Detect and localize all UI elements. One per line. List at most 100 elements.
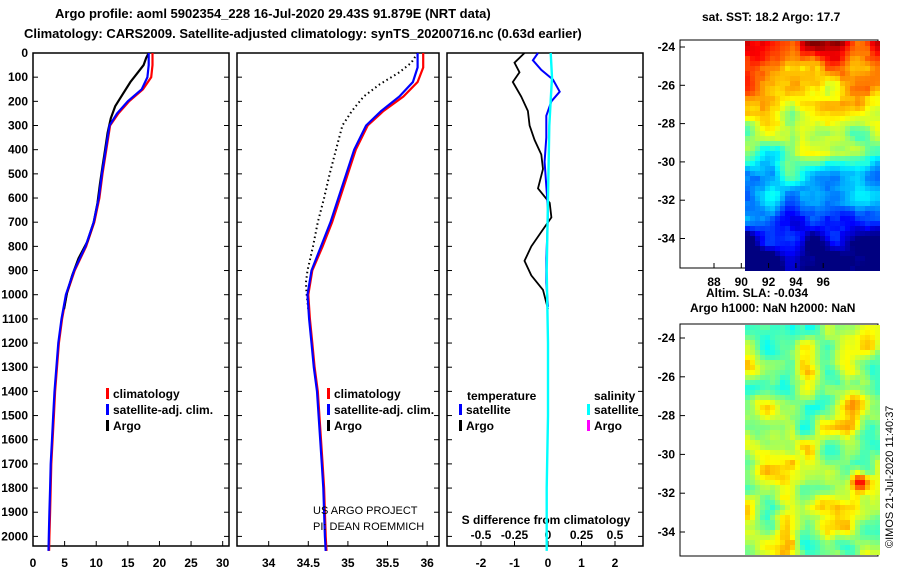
sst-cell — [785, 166, 790, 171]
sla-cell — [870, 390, 875, 395]
sst-cell — [845, 46, 850, 51]
sla-cell — [840, 535, 845, 540]
sst-cell — [760, 246, 765, 251]
sla-cell — [795, 370, 800, 375]
sst-cell — [795, 231, 800, 236]
sla-cell — [865, 370, 870, 375]
sla-cell — [795, 475, 800, 480]
sst-cell — [815, 181, 820, 186]
sst-cell — [780, 71, 785, 76]
sla-cell — [825, 410, 830, 415]
sla-cell — [825, 340, 830, 345]
sla-cell — [825, 500, 830, 505]
sst-cell — [835, 116, 840, 121]
sst-cell — [750, 91, 755, 96]
sla-cell — [870, 415, 875, 420]
sst-cell — [850, 56, 855, 61]
sst-cell — [845, 246, 850, 251]
sla-cell — [805, 345, 810, 350]
sla-cell — [760, 430, 765, 435]
sst-cell — [810, 256, 815, 261]
sst-cell — [800, 146, 805, 151]
sla-cell — [830, 515, 835, 520]
sst-cell — [820, 51, 825, 56]
sst-cell — [775, 236, 780, 241]
sla-cell — [795, 345, 800, 350]
sst-cell — [760, 126, 765, 131]
sst-cell — [855, 231, 860, 236]
sst-cell — [860, 251, 865, 256]
sla-cell — [810, 365, 815, 370]
sst-cell — [810, 86, 815, 91]
sla-cell — [810, 395, 815, 400]
sla-cell — [770, 415, 775, 420]
sst-cell — [780, 231, 785, 236]
sst-cell — [870, 41, 875, 46]
sst-cell — [800, 81, 805, 86]
sst-cell — [855, 121, 860, 126]
sla-cell — [785, 475, 790, 480]
sla-cell — [795, 435, 800, 440]
sst-cell — [765, 201, 770, 206]
sst-cell — [840, 101, 845, 106]
sst-cell — [835, 126, 840, 131]
temp-legend-swatch — [106, 388, 109, 399]
sla-cell — [850, 510, 855, 515]
sst-cell — [770, 246, 775, 251]
sla-ytick-label: -30 — [658, 447, 676, 461]
sla-cell — [795, 455, 800, 460]
sst-cell — [760, 186, 765, 191]
sst-cell — [745, 181, 750, 186]
sla-cell — [845, 385, 850, 390]
sla-cell — [860, 390, 865, 395]
sla-cell — [860, 525, 865, 530]
sla-cell — [775, 510, 780, 515]
sla-cell — [770, 490, 775, 495]
sla-cell — [825, 460, 830, 465]
sla-cell — [830, 365, 835, 370]
sst-cell — [800, 226, 805, 231]
sla-cell — [865, 360, 870, 365]
sst-cell — [750, 111, 755, 116]
sla-cell — [755, 440, 760, 445]
sla-cell — [835, 390, 840, 395]
sst-cell — [845, 86, 850, 91]
sst-cell — [805, 256, 810, 261]
sst-cell — [875, 246, 880, 251]
sst-cell — [790, 251, 795, 256]
sla-cell — [820, 465, 825, 470]
sst-cell — [865, 226, 870, 231]
sla-cell — [875, 335, 880, 340]
sst-cell — [840, 76, 845, 81]
sst-cell — [800, 231, 805, 236]
sla-cell — [800, 440, 805, 445]
sla-cell — [785, 410, 790, 415]
sst-cell — [860, 166, 865, 171]
sla-cell — [805, 495, 810, 500]
sla-cell — [820, 395, 825, 400]
sla-cell — [815, 450, 820, 455]
sst-cell — [835, 251, 840, 256]
sla-cell — [835, 335, 840, 340]
sla-cell — [780, 355, 785, 360]
sla-cell — [775, 380, 780, 385]
sla-cell — [830, 520, 835, 525]
sla-cell — [780, 425, 785, 430]
sla-cell — [795, 395, 800, 400]
sla-cell — [800, 430, 805, 435]
sst-cell — [800, 46, 805, 51]
sla-cell — [770, 375, 775, 380]
sla-cell — [745, 440, 750, 445]
sla-cell — [780, 330, 785, 335]
sst-ytick-label: -32 — [658, 193, 676, 207]
sla-cell — [760, 450, 765, 455]
sla-cell — [780, 435, 785, 440]
sst-cell — [780, 226, 785, 231]
sst-cell — [855, 236, 860, 241]
sla-cell — [810, 410, 815, 415]
sla-cell — [800, 550, 805, 555]
sst-cell — [790, 226, 795, 231]
sst-cell — [770, 201, 775, 206]
sla-cell — [815, 410, 820, 415]
sla-cell — [755, 335, 760, 340]
